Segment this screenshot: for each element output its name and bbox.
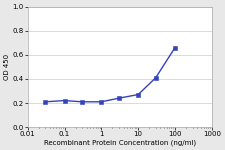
X-axis label: Recombinant Protein Concentration (ng/ml): Recombinant Protein Concentration (ng/ml…: [44, 139, 196, 146]
Y-axis label: OD 450: OD 450: [4, 54, 10, 80]
